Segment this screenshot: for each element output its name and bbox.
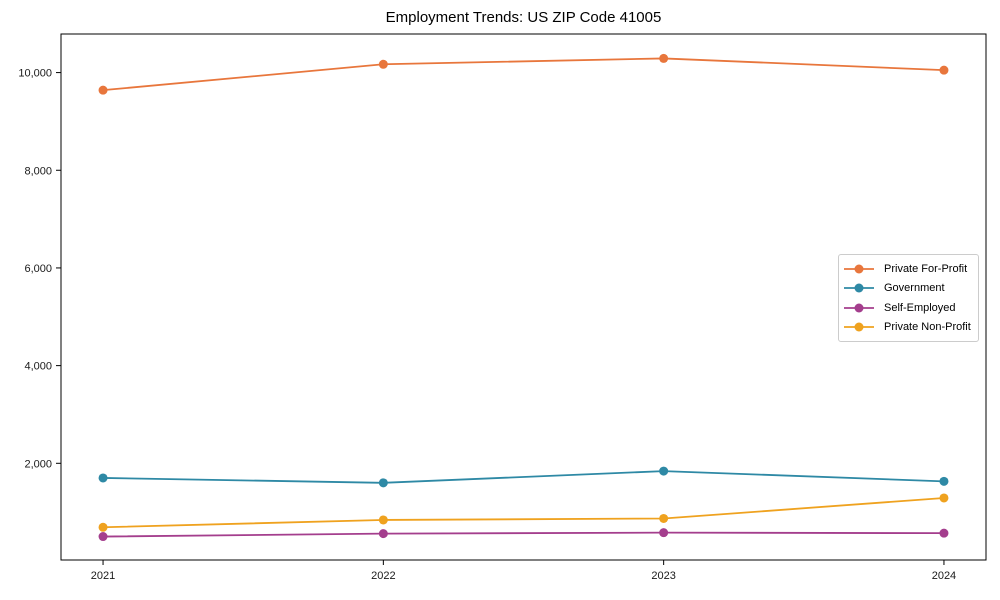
data-point [98, 473, 108, 483]
legend-item: Private For-Profit [844, 259, 972, 279]
data-point [378, 478, 388, 488]
y-tick-label: 2,000 [24, 458, 52, 470]
legend-label: Private Non-Profit [884, 321, 971, 334]
legend-item: Self-Employed [844, 298, 972, 318]
data-point [939, 476, 949, 486]
data-point [939, 493, 949, 503]
data-point [378, 59, 388, 69]
series-line [103, 470, 944, 484]
y-tick-label: 4,000 [24, 361, 52, 373]
legend-label: Self-Employed [884, 301, 956, 314]
data-point [98, 85, 108, 95]
y-tick-label: 10,000 [18, 68, 52, 80]
axes-frame [60, 33, 987, 561]
legend-marker-icon [844, 322, 874, 332]
legend: Private For-Profit Government Self-Employe… [838, 254, 979, 342]
data-point [939, 528, 949, 538]
x-tick-label: 2022 [371, 570, 395, 582]
legend-item: Private Non-Profit [844, 318, 972, 338]
y-tick-label: 6,000 [24, 263, 52, 275]
data-point [659, 53, 669, 63]
x-tick-label: 2024 [932, 570, 956, 582]
legend-marker-icon [844, 264, 874, 274]
legend-label: Private For-Profit [884, 262, 968, 275]
series-line [103, 531, 944, 538]
chart-title: Employment Trends: US ZIP Code 41005 [385, 9, 662, 26]
series-line [102, 57, 944, 92]
data-point [659, 466, 669, 476]
series-line [103, 497, 945, 529]
data-point [939, 65, 949, 75]
legend-marker-icon [844, 283, 874, 293]
legend-label: Government [884, 282, 945, 295]
data-point [378, 515, 388, 525]
legend-item: Government [844, 279, 972, 299]
data-point [98, 522, 108, 532]
data-point [659, 513, 669, 523]
data-point [659, 528, 669, 538]
legend-marker-icon [844, 303, 874, 313]
y-tick-label: 8,000 [24, 165, 52, 177]
data-point [378, 529, 388, 539]
data-point [98, 532, 108, 542]
x-tick-label: 2021 [91, 570, 115, 582]
x-tick-label: 2023 [651, 570, 675, 582]
